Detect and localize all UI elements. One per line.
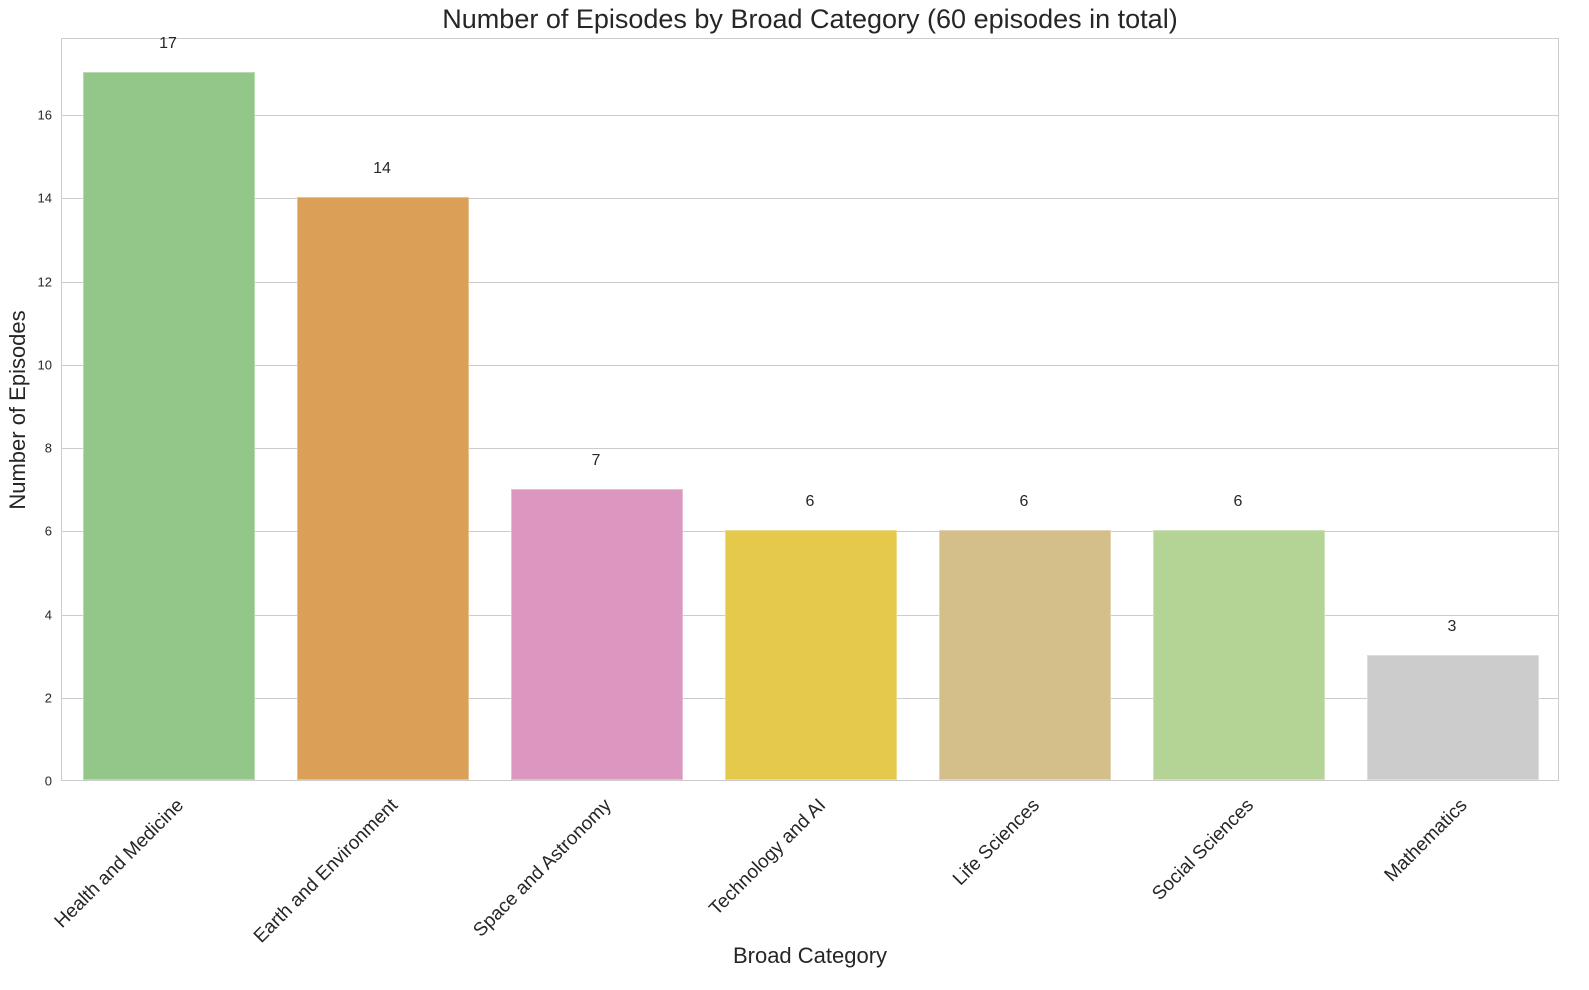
bar (1153, 530, 1325, 780)
y-tick-label: 4 (44, 607, 52, 622)
y-tick-label: 16 (37, 107, 52, 123)
y-tick-label: 8 (44, 440, 52, 456)
x-tick-label: Mathematics (1380, 795, 1472, 887)
plot-area (61, 38, 1559, 781)
bar-value-label: 6 (1233, 493, 1243, 511)
y-tick-label: 10 (37, 357, 52, 373)
bar (297, 197, 469, 780)
x-tick-label: Space and Astronomy (469, 795, 616, 942)
y-tick-label: 6 (44, 523, 52, 539)
x-axis-title: Broad Category (732, 943, 888, 968)
bar-value-label: 6 (1019, 493, 1029, 511)
x-tick-label: Earth and Environment (249, 795, 402, 948)
bar (1367, 655, 1539, 780)
bar (511, 488, 683, 780)
y-axis-title: Number of Episodes (5, 310, 30, 510)
bar-value-label: 14 (373, 160, 391, 178)
bar-value-label: 17 (159, 35, 177, 53)
bar (939, 530, 1111, 780)
y-tick-label: 14 (37, 190, 52, 206)
gridline (62, 364, 1558, 366)
bar-value-label: 3 (1447, 618, 1457, 636)
x-tick-label: Life Sciences (949, 795, 1044, 890)
gridline (62, 448, 1558, 449)
x-tick-label: Health and Medicine (50, 795, 188, 933)
bar-value-label: 7 (591, 451, 601, 469)
bar-value-label: 6 (805, 493, 815, 511)
x-tick-label: Technology and AI (705, 795, 830, 920)
y-tick-label: 2 (44, 690, 52, 706)
gridline (62, 115, 1558, 116)
bar (83, 72, 255, 780)
y-tick-label: 12 (37, 274, 52, 289)
y-tick-label: 0 (44, 773, 52, 789)
x-tick-label: Social Sciences (1148, 795, 1258, 905)
bar (725, 530, 897, 780)
gridline (62, 198, 1558, 200)
chart-title: Number of Episodes by Broad Category (60… (442, 4, 1178, 34)
gridline (62, 281, 1558, 283)
